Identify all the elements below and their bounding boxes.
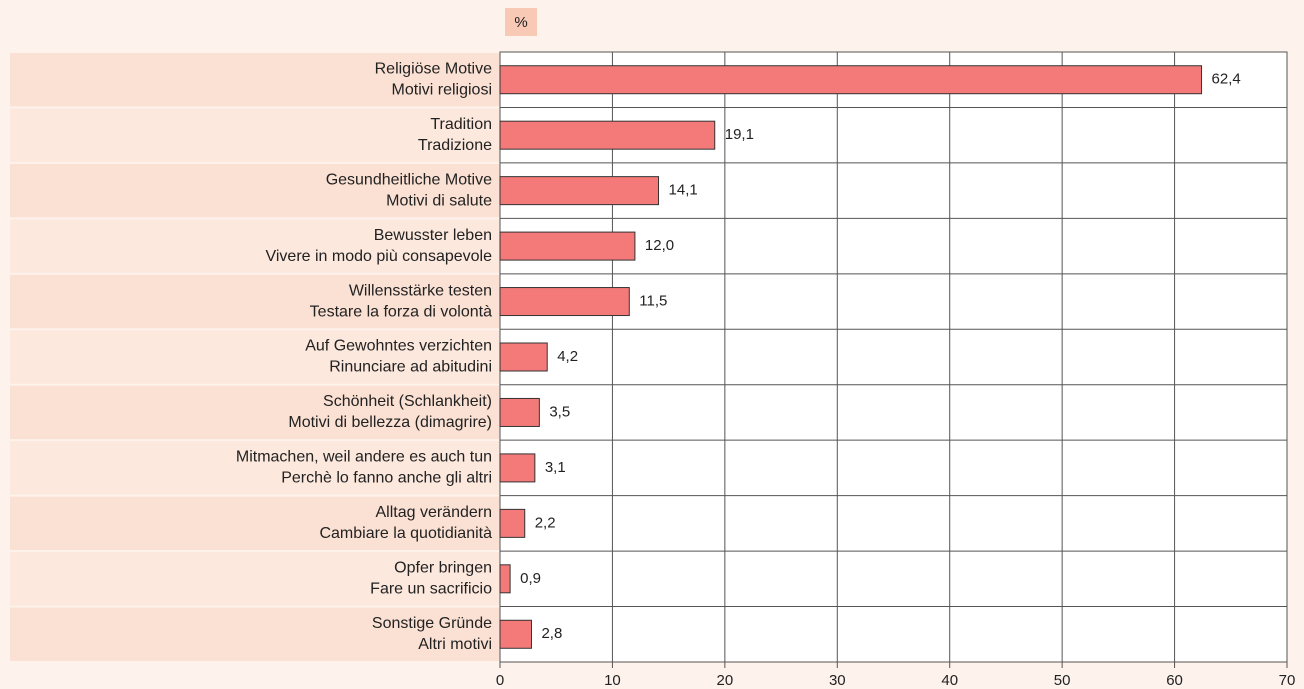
bar bbox=[499, 453, 536, 483]
value-label: 62,4 bbox=[1212, 71, 1241, 88]
bar bbox=[499, 397, 540, 427]
value-label: 2,2 bbox=[535, 514, 556, 531]
category-label: Testare la forza di volontà bbox=[310, 303, 492, 320]
x-tick-label: 20 bbox=[717, 672, 734, 689]
x-tick-label: 10 bbox=[604, 672, 621, 689]
category-label: Fare un sacrificio bbox=[370, 581, 492, 598]
category-label: Cambiare la quotidianità bbox=[319, 525, 492, 542]
unit-box bbox=[505, 8, 537, 36]
category-label: Tradition bbox=[430, 116, 492, 133]
x-tick-label: 30 bbox=[829, 672, 846, 689]
x-tick-label: 70 bbox=[1279, 672, 1296, 689]
category-label: Perchè lo fanno anche gli altri bbox=[281, 470, 492, 487]
category-label: Auf Gewohntes verzichten bbox=[305, 338, 492, 355]
plot-area bbox=[499, 51, 1288, 663]
bar bbox=[499, 231, 636, 261]
value-label: 11,5 bbox=[639, 293, 667, 310]
label-band bbox=[10, 330, 500, 384]
category-label: Schönheit (Schlankheit) bbox=[323, 393, 492, 410]
bar bbox=[499, 564, 511, 594]
label-band bbox=[10, 274, 500, 329]
category-label: Willensstärke testen bbox=[349, 282, 492, 299]
category-label: Bewusster leben bbox=[374, 227, 492, 244]
x-tick-label: 40 bbox=[941, 672, 958, 689]
label-band bbox=[10, 53, 500, 107]
category-label: Gesundheitliche Motive bbox=[326, 171, 492, 188]
label-band bbox=[10, 607, 500, 661]
value-label: 12,0 bbox=[645, 237, 674, 254]
category-label: Vivere in modo più consapevole bbox=[265, 248, 492, 265]
category-label: Opfer bringen bbox=[394, 560, 492, 577]
bar bbox=[499, 508, 526, 538]
category-label: Motivi di salute bbox=[386, 192, 492, 209]
category-label: Sonstige Gründe bbox=[372, 615, 492, 632]
bar bbox=[499, 120, 716, 150]
label-band bbox=[10, 108, 500, 162]
value-label: 19,1 bbox=[725, 126, 754, 143]
label-band bbox=[10, 441, 500, 495]
bar bbox=[499, 287, 630, 317]
category-label: Alltag verändern bbox=[375, 504, 492, 521]
unit-label: % bbox=[514, 14, 527, 31]
bar bbox=[499, 619, 532, 649]
category-label: Motivi di bellezza (dimagrire) bbox=[288, 414, 492, 431]
category-label: Rinunciare ad abitudini bbox=[329, 359, 492, 376]
label-band bbox=[10, 163, 500, 218]
category-label: Altri motivi bbox=[418, 636, 492, 653]
label-band bbox=[10, 496, 500, 551]
value-label: 3,5 bbox=[549, 403, 570, 420]
value-label: 14,1 bbox=[669, 182, 698, 199]
value-label: 2,8 bbox=[541, 625, 562, 642]
x-tick-label: 0 bbox=[496, 672, 504, 689]
label-band bbox=[10, 385, 500, 440]
category-label: Tradizione bbox=[418, 137, 492, 154]
value-label: 4,2 bbox=[557, 348, 578, 365]
label-band bbox=[10, 219, 500, 273]
value-label: 3,1 bbox=[545, 459, 566, 476]
category-label: Motivi religiosi bbox=[392, 81, 492, 98]
bar bbox=[499, 176, 660, 206]
category-label: Mitmachen, weil andere es auch tun bbox=[236, 449, 492, 466]
category-label: Religiöse Motive bbox=[375, 60, 492, 77]
value-label: 0,9 bbox=[520, 570, 541, 587]
x-tick-label: 60 bbox=[1166, 672, 1183, 689]
bar bbox=[499, 342, 548, 372]
label-band bbox=[10, 552, 500, 606]
x-tick-label: 50 bbox=[1054, 672, 1071, 689]
bar bbox=[499, 65, 1203, 95]
